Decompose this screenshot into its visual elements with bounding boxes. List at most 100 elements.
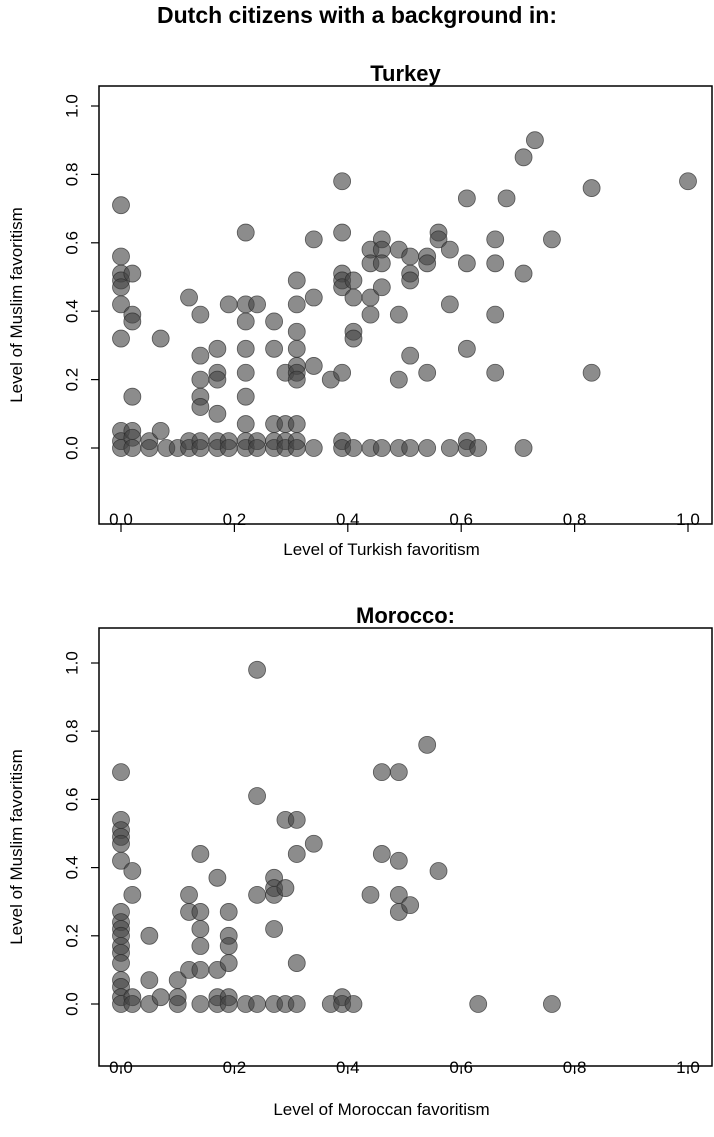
data-point xyxy=(469,995,488,1013)
data-point xyxy=(401,346,420,365)
y-tick-label: 0.0 xyxy=(62,436,81,460)
y-tick-label: 0.2 xyxy=(62,368,81,392)
data-point xyxy=(486,305,505,324)
data-point xyxy=(457,189,476,208)
x-tick-label: 0.4 xyxy=(336,1058,360,1077)
y-tick-label: 0.4 xyxy=(62,299,81,323)
y-tick-label: 0.4 xyxy=(62,856,81,880)
y-tick-label: 1.0 xyxy=(62,94,81,118)
data-point xyxy=(361,305,380,324)
data-point xyxy=(219,954,238,972)
figure-title: Dutch citizens with a background in: xyxy=(157,2,557,28)
data-point xyxy=(140,971,159,990)
data-point xyxy=(679,172,697,191)
data-point xyxy=(191,305,210,324)
data-point xyxy=(287,954,306,972)
data-point xyxy=(123,264,142,283)
data-point xyxy=(151,421,170,440)
data-point xyxy=(219,439,238,457)
x-tick-label: 0.0 xyxy=(109,510,133,529)
data-point xyxy=(543,995,561,1013)
data-point xyxy=(514,148,533,167)
data-point xyxy=(440,295,459,314)
morocco-scatter-plot: Morocco: 0.0 0.2 0.4 0.6 0.8 1.0 0.0 0.2 0.4 0.6 0.… xyxy=(7,603,713,1119)
data-point xyxy=(191,937,210,955)
data-point xyxy=(389,851,408,870)
data-point xyxy=(151,988,170,1007)
data-point xyxy=(469,439,488,457)
panel-title: Turkey xyxy=(370,61,441,86)
data-point xyxy=(543,230,561,249)
data-point xyxy=(486,254,505,273)
data-point xyxy=(219,937,238,955)
data-point xyxy=(372,763,391,782)
x-tick-label: 0.2 xyxy=(223,510,247,529)
data-point xyxy=(140,926,159,945)
data-point xyxy=(123,387,142,406)
turkey-scatter-plot: Turkey 0.0 0.2 0.4 0.6 0.8 1.0 0.0 0.2 0.4 0.6 0.8 1… xyxy=(7,61,713,559)
data-point xyxy=(191,346,210,365)
data-point xyxy=(112,763,130,782)
data-point xyxy=(112,851,130,870)
data-point xyxy=(304,288,323,307)
data-point xyxy=(112,196,130,215)
data-point xyxy=(208,404,227,423)
data-point xyxy=(123,995,142,1013)
data-point xyxy=(287,439,306,457)
data-point xyxy=(191,439,210,457)
data-point xyxy=(372,845,391,863)
data-point xyxy=(418,735,437,754)
data-point xyxy=(248,439,266,457)
data-point xyxy=(440,439,459,457)
data-point xyxy=(287,845,306,863)
data-point xyxy=(582,363,601,382)
data-point xyxy=(287,370,306,389)
data-point xyxy=(140,439,159,457)
data-point xyxy=(457,339,476,358)
data-point xyxy=(151,329,170,348)
data-point xyxy=(265,339,283,358)
data-point xyxy=(236,415,255,433)
y-tick-label: 0.6 xyxy=(62,788,81,812)
data-point xyxy=(265,920,283,938)
x-tick-label: 1.0 xyxy=(676,1058,700,1077)
data-point xyxy=(401,247,420,266)
x-tick-label: 0.8 xyxy=(563,510,587,529)
data-point xyxy=(287,810,306,829)
data-point xyxy=(191,920,210,938)
data-point xyxy=(248,787,266,805)
data-point xyxy=(112,295,130,314)
data-point xyxy=(486,363,505,382)
data-point xyxy=(418,363,437,382)
data-point xyxy=(304,357,323,375)
x-tick-label: 0.0 xyxy=(109,1058,133,1077)
y-tick-label: 0.0 xyxy=(62,992,81,1016)
data-point xyxy=(191,845,210,863)
x-tick-label: 0.6 xyxy=(449,510,473,529)
data-point xyxy=(401,439,420,457)
data-point xyxy=(123,885,142,904)
data-point xyxy=(344,288,363,307)
data-point xyxy=(112,278,130,297)
data-point xyxy=(112,954,130,972)
data-point xyxy=(276,879,295,897)
data-point xyxy=(219,295,238,314)
data-point xyxy=(497,189,516,208)
data-point xyxy=(287,322,306,341)
data-point xyxy=(180,288,198,307)
data-point xyxy=(304,230,323,249)
data-point xyxy=(191,903,210,921)
data-point xyxy=(236,339,255,358)
data-point xyxy=(514,439,533,457)
data-point xyxy=(248,995,266,1013)
y-tick-label: 0.6 xyxy=(62,231,81,255)
data-point xyxy=(236,363,255,382)
data-point xyxy=(440,240,459,259)
data-point xyxy=(208,370,227,389)
data-point xyxy=(372,278,391,297)
data-point xyxy=(389,763,408,782)
plot-frame xyxy=(98,85,713,525)
data-point xyxy=(333,363,352,382)
data-point xyxy=(418,439,437,457)
data-point xyxy=(582,179,601,197)
